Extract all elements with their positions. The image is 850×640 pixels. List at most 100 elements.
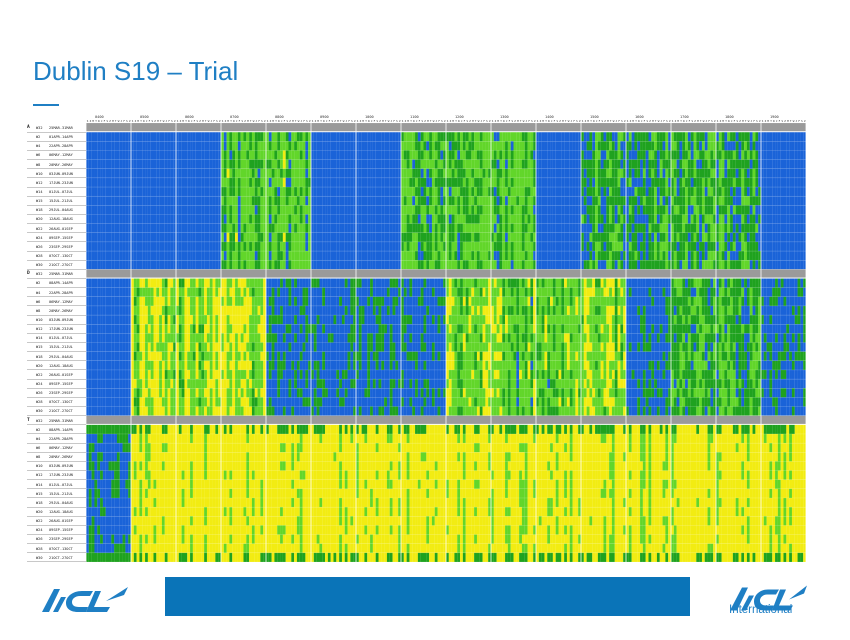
slot-cell — [443, 132, 447, 142]
day-letter: Z — [624, 119, 626, 123]
slot-cell — [159, 397, 162, 407]
day-letter: T — [410, 119, 412, 123]
slot-cell — [122, 324, 126, 334]
slot-cell — [381, 214, 385, 224]
slot-cell — [128, 324, 132, 334]
slot-cell — [302, 141, 306, 151]
slot-cell — [617, 260, 621, 270]
slot-cell — [237, 150, 241, 160]
slot-cell — [572, 214, 576, 224]
day-letter: T — [115, 119, 117, 123]
slot-cell — [122, 251, 126, 261]
slot-cell — [479, 223, 483, 233]
slot-cell — [707, 150, 711, 160]
slot-cell — [651, 223, 655, 233]
slot-cell — [671, 214, 674, 224]
slot-cell — [268, 187, 272, 197]
slot-cell — [685, 168, 688, 178]
slot-cell — [656, 159, 660, 169]
slot-cell — [640, 168, 643, 178]
slot-cell — [620, 232, 624, 242]
slot-cell — [772, 241, 776, 252]
slot-cell — [431, 205, 435, 215]
slot-cell — [569, 260, 573, 270]
row-label: A W32 25MAR-31MAR — [27, 123, 86, 133]
slot-cell — [474, 187, 477, 197]
slot-cell — [451, 141, 455, 151]
slot-cell — [232, 241, 236, 252]
date-range-label: 06MAY-12MAY — [49, 446, 73, 451]
slot-cell — [88, 360, 92, 370]
slot-cell — [437, 168, 441, 178]
slot-cell — [311, 132, 314, 142]
slot-cell — [626, 241, 629, 252]
slot-cell — [620, 223, 624, 233]
slot-cell — [192, 369, 196, 380]
slot-cell — [111, 260, 115, 270]
slot-cell — [592, 150, 596, 160]
slot-cell — [170, 159, 174, 169]
day-letter: Z — [360, 119, 362, 123]
slot-cell — [741, 150, 745, 160]
date-range-label: 15JUL-21JUL — [49, 199, 73, 204]
slot-cell — [381, 205, 385, 215]
slot-cell — [735, 241, 739, 252]
slot-cell — [201, 260, 205, 270]
slot-cell — [353, 241, 357, 252]
slot-cell — [426, 205, 430, 215]
slot-cell — [327, 187, 331, 197]
slot-cell — [710, 168, 714, 178]
slot-cell — [592, 223, 596, 233]
slot-cell — [462, 177, 466, 188]
slot-cell — [609, 159, 612, 169]
slot-cell — [620, 251, 624, 261]
slot-cell — [243, 159, 247, 169]
slot-cell — [131, 406, 134, 416]
row-label: W24 09SEP-15SEP — [27, 379, 86, 389]
slot-cell — [628, 159, 632, 169]
row-divider — [27, 387, 86, 389]
slot-cell — [536, 205, 539, 215]
slot-cell — [457, 159, 461, 169]
slot-cell — [243, 177, 247, 188]
slot-cell — [131, 379, 134, 389]
week-label: W10 — [36, 464, 43, 469]
slot-cell — [617, 241, 621, 252]
slot-cell — [136, 241, 140, 252]
slot-cell — [86, 296, 89, 306]
slot-cell — [128, 223, 132, 233]
slot-cell — [803, 232, 806, 242]
slot-cell — [156, 333, 160, 343]
slot-cell — [176, 232, 179, 242]
slot-cell — [589, 132, 593, 142]
slot-cell — [178, 333, 182, 343]
slot-cell — [474, 251, 477, 261]
slot-cell — [184, 241, 188, 252]
slot-cell — [575, 241, 579, 252]
slot-cell — [513, 260, 517, 270]
slot-cell — [707, 159, 711, 169]
slot-cell — [122, 214, 126, 224]
slot-cell — [86, 397, 89, 407]
slot-cell — [564, 251, 567, 261]
slot-cell — [516, 241, 520, 252]
slot-cell — [769, 187, 773, 197]
slot-cell — [727, 241, 731, 252]
slot-cell — [271, 187, 275, 197]
date-range-label: 25MAR-31MAR — [49, 418, 73, 423]
slot-cell — [173, 205, 177, 215]
slot-cell — [392, 260, 396, 270]
slot-cell — [406, 196, 410, 206]
slot-cell — [668, 141, 672, 151]
slot-cell — [690, 251, 694, 261]
slot-cell — [631, 205, 635, 215]
slot-cell — [209, 369, 213, 380]
slot-cell — [170, 287, 174, 297]
slot-cell — [159, 260, 162, 270]
slot-cell — [741, 223, 745, 233]
slot-cell — [125, 187, 129, 197]
slot-cell — [471, 214, 475, 224]
slot-cell — [201, 278, 205, 288]
slot-cell — [209, 278, 213, 288]
slot-cell — [550, 187, 553, 197]
